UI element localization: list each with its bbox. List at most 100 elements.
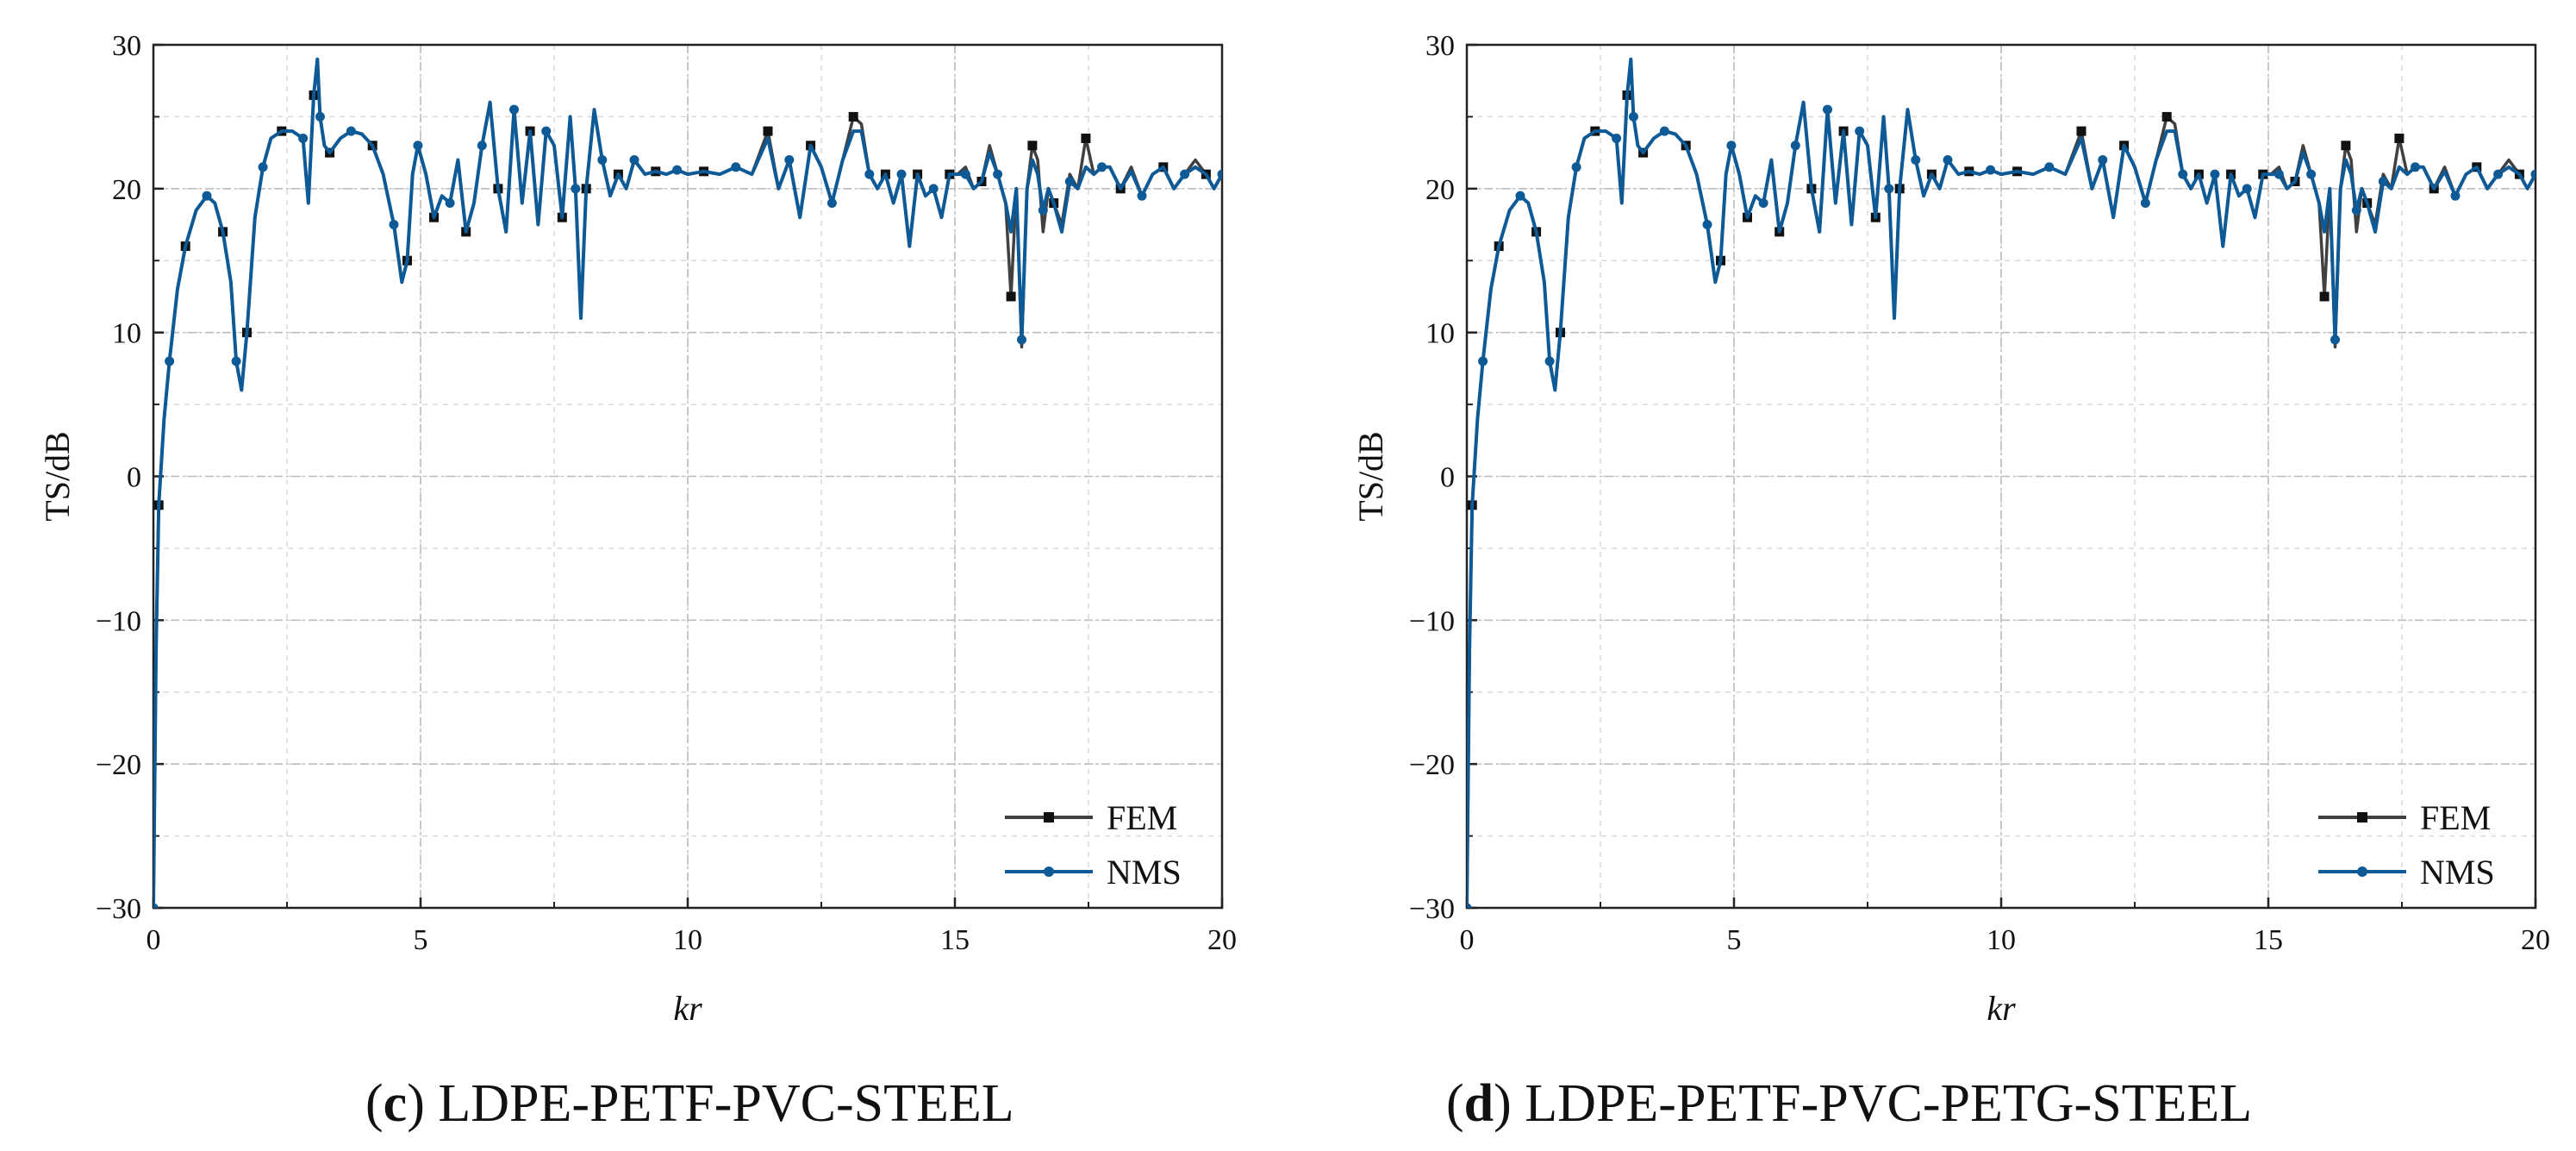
data-point-nms (2330, 335, 2340, 345)
y-tick-label: 20 (112, 174, 141, 206)
data-point-nms (2178, 169, 2188, 179)
data-point-fem (1006, 291, 1016, 302)
data-point-fem (763, 126, 773, 136)
panel-caption: (d) LDPE-PETF-PVC-PETG-STEEL (1446, 1074, 2252, 1133)
data-point-nms (1855, 126, 1865, 136)
x-axis-label: kr (1987, 989, 2016, 1028)
data-point-nms (2411, 162, 2420, 172)
data-point-fem (1081, 133, 1091, 143)
data-point-nms (541, 126, 552, 136)
caption-close-paren: ) (1494, 1074, 1512, 1133)
data-point-nms (1180, 169, 1190, 179)
data-point-nms (1628, 111, 1638, 122)
legend-marker-fem (2357, 812, 2367, 823)
y-tick-label: −30 (96, 893, 141, 925)
x-tick-label: 20 (2521, 924, 2550, 956)
y-tick-label: 30 (112, 30, 141, 62)
data-point-nms (315, 111, 325, 122)
legend-label-nms: NMS (1107, 853, 1182, 891)
x-tick-label: 0 (147, 924, 161, 956)
data-point-nms (1544, 356, 1555, 366)
y-tick-label: −30 (1409, 893, 1455, 925)
data-point-nms (298, 133, 309, 143)
legend-label-nms: NMS (2420, 853, 2495, 891)
legend: FEM NMS (1005, 798, 1182, 891)
x-tick-label: 10 (673, 924, 702, 956)
data-point-nms (1571, 162, 1581, 172)
data-point-nms (2140, 198, 2150, 209)
data-point-nms (165, 356, 175, 366)
data-point-nms (993, 169, 1003, 179)
data-point-nms (1137, 191, 1147, 201)
data-point-nms (928, 184, 939, 194)
caption-text: LDPE-PETF-PVC-PETG-STEEL (1512, 1074, 2252, 1133)
data-point-fem (848, 111, 858, 122)
data-point-nms (672, 165, 683, 175)
data-point-nms (1064, 176, 1075, 186)
x-tick-label: 10 (1987, 924, 2016, 956)
data-point-nms (1911, 154, 1921, 165)
data-point-nms (346, 126, 356, 136)
data-point-nms (960, 169, 970, 179)
series-nms (153, 57, 1222, 908)
caption-close-paren: ) (407, 1074, 425, 1133)
y-tick-label: −10 (96, 605, 141, 637)
legend-label-fem: FEM (2420, 798, 2491, 837)
data-point-nms (1659, 126, 1669, 136)
legend: FEM NMS (2318, 798, 2495, 891)
data-point-nms (1943, 154, 1953, 165)
x-tick-label: 15 (2254, 924, 2283, 956)
data-point-nms (2351, 205, 2361, 216)
caption-letter: c (384, 1074, 408, 1133)
data-point-nms (1612, 133, 1622, 143)
data-point-nms (1038, 205, 1048, 216)
data-point-nms (896, 169, 907, 179)
data-point-nms (864, 169, 875, 179)
x-tick-label: 15 (940, 924, 970, 956)
data-point-nms (1758, 198, 1768, 209)
x-tick-label: 5 (414, 924, 428, 956)
data-point-fem (2076, 126, 2086, 136)
caption-text: LDPE-PETF-PVC-STEEL (425, 1074, 1014, 1133)
y-tick-label: 10 (1425, 318, 1455, 350)
chart-panel-c: 0 5 10 15 20 −30 −20 −10 0 10 20 30 kr TS/dB FEM NMS (c)… (38, 30, 1237, 1133)
y-tick-label: 20 (1425, 174, 1455, 206)
data-point-nms (1823, 104, 1832, 115)
data-point-nms (1467, 903, 1472, 908)
data-point-nms (629, 154, 639, 165)
data-point-nms (1515, 191, 1525, 201)
data-point-nms (2044, 162, 2055, 172)
data-point-fem (2319, 291, 2330, 302)
legend-marker-fem (1044, 812, 1054, 823)
data-point-nms (2210, 169, 2220, 179)
data-point-nms (389, 220, 399, 230)
data-point-nms (2306, 169, 2317, 179)
data-point-nms (258, 162, 268, 172)
data-point-nms (1097, 162, 1107, 172)
data-point-fem (1027, 141, 1038, 151)
data-point-nms (1884, 184, 1894, 194)
data-point-fem (2341, 141, 2351, 151)
data-point-nms (413, 141, 423, 151)
y-tick-label: 0 (1440, 462, 1455, 494)
legend-label-fem: FEM (1107, 798, 1177, 837)
y-tick-label: 0 (127, 462, 141, 494)
data-point-nms (2530, 169, 2535, 179)
legend-marker-nms (1044, 866, 1054, 877)
chart-panel-d: 0 5 10 15 20 −30 −20 −10 0 10 20 30 kr TS/dB FEM NMS (d)… (1351, 30, 2550, 1133)
data-point-nms (2378, 176, 2388, 186)
x-tick-label: 20 (1207, 924, 1237, 956)
data-point-fem (2394, 133, 2404, 143)
y-tick-label: −20 (1409, 749, 1455, 781)
data-point-nms (509, 104, 519, 115)
data-point-nms (1986, 165, 1996, 175)
x-tick-label: 0 (1460, 924, 1475, 956)
data-point-nms (571, 184, 581, 194)
y-tick-label: 30 (1425, 30, 1455, 62)
data-point-nms (2493, 169, 2504, 179)
series-nms (1467, 57, 2535, 908)
data-point-nms (597, 154, 608, 165)
data-point-nms (1478, 356, 1488, 366)
data-point-fem (2161, 111, 2172, 122)
